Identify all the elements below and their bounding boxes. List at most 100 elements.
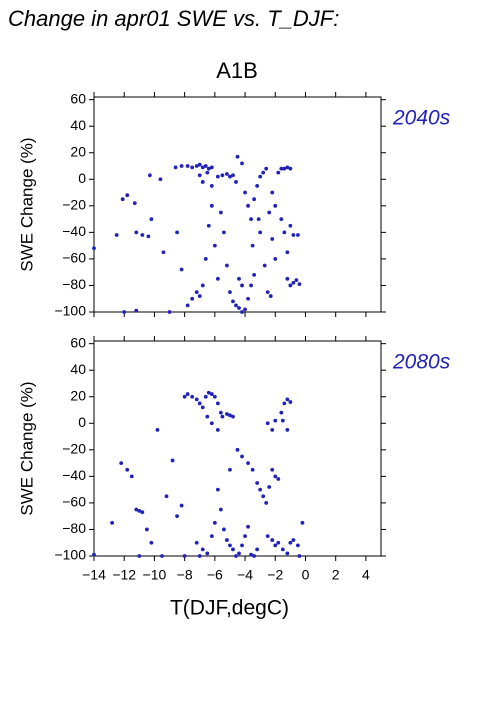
point bbox=[235, 154, 240, 159]
y-tick-label: −100 bbox=[54, 547, 86, 563]
point bbox=[179, 164, 184, 168]
point bbox=[194, 290, 199, 294]
point bbox=[205, 414, 210, 419]
point bbox=[296, 543, 300, 548]
point bbox=[282, 401, 287, 406]
point bbox=[206, 223, 211, 228]
point bbox=[190, 165, 195, 170]
point bbox=[237, 551, 241, 556]
point bbox=[197, 401, 202, 406]
point bbox=[218, 410, 223, 415]
point bbox=[273, 257, 278, 261]
point bbox=[276, 170, 281, 175]
y-tick-label: −20 bbox=[62, 197, 86, 213]
point bbox=[246, 296, 250, 301]
point bbox=[209, 203, 214, 208]
point bbox=[265, 421, 270, 426]
point bbox=[273, 203, 278, 208]
point bbox=[179, 503, 184, 508]
point bbox=[255, 547, 260, 552]
point bbox=[234, 554, 238, 558]
point bbox=[282, 230, 287, 235]
point bbox=[197, 173, 202, 178]
point bbox=[262, 263, 267, 268]
y-tick-label: 40 bbox=[70, 117, 86, 133]
point bbox=[200, 405, 205, 410]
point bbox=[132, 201, 137, 206]
point bbox=[179, 267, 184, 272]
point bbox=[250, 467, 255, 472]
point bbox=[265, 290, 270, 294]
point bbox=[140, 233, 145, 237]
point bbox=[212, 394, 217, 399]
point bbox=[276, 540, 281, 545]
point bbox=[264, 501, 269, 505]
point bbox=[231, 547, 235, 552]
point bbox=[273, 474, 278, 479]
point bbox=[268, 294, 273, 298]
y-tick-label: 20 bbox=[70, 143, 86, 159]
point bbox=[288, 223, 293, 228]
point bbox=[288, 166, 293, 171]
point bbox=[285, 551, 290, 556]
point bbox=[175, 230, 179, 235]
point bbox=[255, 184, 260, 188]
point bbox=[164, 494, 169, 499]
y-tick-label: 40 bbox=[70, 361, 86, 377]
point bbox=[125, 467, 130, 472]
point bbox=[170, 458, 175, 463]
point bbox=[228, 290, 232, 294]
y-tick-label: 60 bbox=[70, 334, 86, 350]
x-tick-label: 2 bbox=[332, 567, 340, 583]
point bbox=[212, 243, 217, 248]
point bbox=[146, 234, 151, 239]
point bbox=[261, 170, 266, 175]
point bbox=[155, 428, 160, 432]
point bbox=[161, 250, 166, 255]
point bbox=[265, 534, 270, 538]
point bbox=[279, 166, 284, 171]
point bbox=[228, 174, 232, 179]
point bbox=[225, 412, 229, 416]
y-tick-label: −20 bbox=[62, 441, 86, 457]
point bbox=[252, 197, 257, 202]
point bbox=[240, 310, 244, 314]
point bbox=[167, 310, 172, 314]
point bbox=[258, 487, 263, 492]
point bbox=[258, 174, 263, 179]
point bbox=[200, 547, 205, 552]
point bbox=[228, 467, 232, 472]
y-tick-label: −40 bbox=[62, 223, 86, 239]
point bbox=[197, 554, 202, 558]
point bbox=[134, 230, 139, 235]
point bbox=[267, 485, 272, 489]
point bbox=[175, 514, 179, 519]
point bbox=[129, 474, 134, 479]
point bbox=[137, 554, 142, 558]
point bbox=[215, 174, 220, 179]
point bbox=[209, 392, 214, 396]
point bbox=[235, 447, 240, 452]
point bbox=[270, 190, 275, 195]
point bbox=[200, 283, 205, 288]
point bbox=[225, 263, 229, 268]
point bbox=[122, 310, 127, 314]
point bbox=[231, 299, 235, 304]
panel-annotation: 2080s bbox=[392, 351, 451, 374]
point bbox=[252, 554, 257, 558]
x-tick-label: 0 bbox=[302, 567, 310, 583]
point bbox=[285, 276, 290, 281]
point bbox=[288, 400, 293, 404]
point bbox=[285, 250, 290, 255]
point bbox=[297, 554, 302, 558]
point bbox=[240, 454, 244, 459]
point bbox=[215, 428, 220, 432]
x-tick-label: −8 bbox=[177, 567, 193, 583]
point bbox=[246, 203, 250, 208]
point bbox=[205, 170, 210, 175]
point bbox=[231, 414, 235, 419]
point bbox=[228, 413, 232, 418]
point bbox=[231, 173, 235, 178]
point bbox=[190, 394, 195, 399]
point bbox=[203, 257, 208, 261]
